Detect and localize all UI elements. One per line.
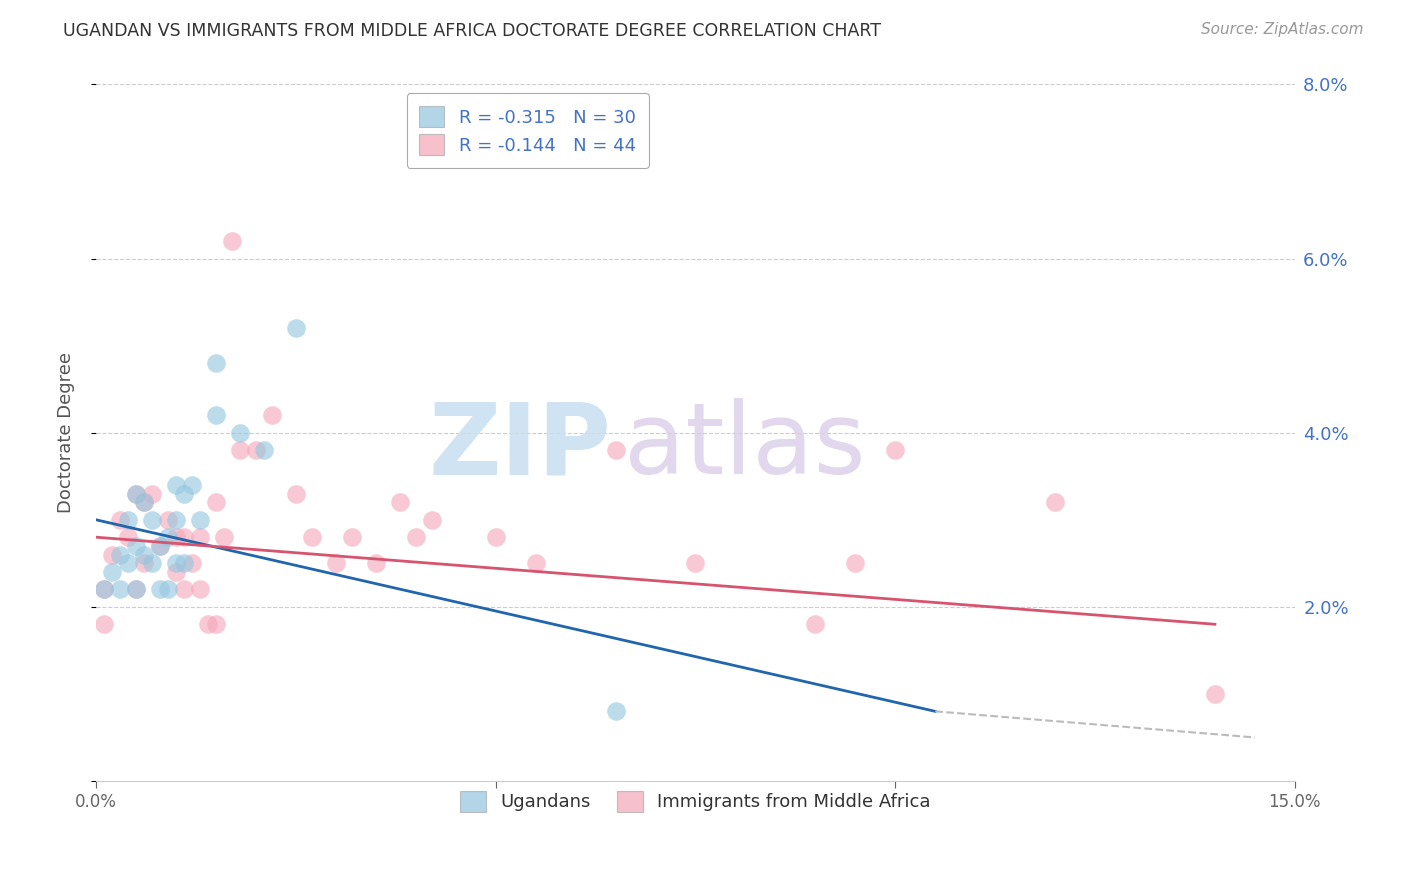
Text: UGANDAN VS IMMIGRANTS FROM MIDDLE AFRICA DOCTORATE DEGREE CORRELATION CHART: UGANDAN VS IMMIGRANTS FROM MIDDLE AFRICA…: [63, 22, 882, 40]
Point: [1043, 495, 1066, 509]
Point: [245, 443, 267, 458]
Point: [117, 513, 139, 527]
Point: [1204, 687, 1226, 701]
Text: Source: ZipAtlas.com: Source: ZipAtlas.com: [1201, 22, 1364, 37]
Y-axis label: Doctorate Degree: Doctorate Degree: [58, 352, 75, 513]
Point: [485, 530, 508, 544]
Point: [229, 425, 252, 440]
Point: [165, 565, 187, 579]
Point: [125, 582, 148, 597]
Point: [108, 548, 131, 562]
Point: [125, 486, 148, 500]
Point: [117, 557, 139, 571]
Point: [108, 582, 131, 597]
Point: [804, 617, 827, 632]
Point: [93, 582, 115, 597]
Point: [188, 530, 211, 544]
Point: [125, 582, 148, 597]
Point: [165, 530, 187, 544]
Point: [685, 557, 707, 571]
Point: [141, 557, 163, 571]
Point: [284, 486, 307, 500]
Point: [156, 513, 179, 527]
Point: [173, 582, 195, 597]
Point: [524, 557, 547, 571]
Point: [149, 539, 172, 553]
Point: [605, 443, 627, 458]
Point: [125, 539, 148, 553]
Point: [173, 557, 195, 571]
Point: [605, 704, 627, 718]
Point: [188, 513, 211, 527]
Point: [197, 617, 219, 632]
Point: [388, 495, 411, 509]
Point: [108, 513, 131, 527]
Point: [149, 582, 172, 597]
Point: [132, 495, 155, 509]
Point: [364, 557, 387, 571]
Point: [260, 409, 283, 423]
Legend: Ugandans, Immigrants from Middle Africa: Ugandans, Immigrants from Middle Africa: [447, 778, 943, 824]
Point: [205, 617, 228, 632]
Point: [253, 443, 276, 458]
Point: [173, 530, 195, 544]
Point: [132, 495, 155, 509]
Point: [301, 530, 323, 544]
Point: [340, 530, 363, 544]
Point: [156, 582, 179, 597]
Point: [205, 495, 228, 509]
Point: [212, 530, 235, 544]
Point: [844, 557, 866, 571]
Point: [173, 486, 195, 500]
Point: [156, 530, 179, 544]
Point: [325, 557, 347, 571]
Point: [93, 617, 115, 632]
Point: [181, 478, 204, 492]
Point: [117, 530, 139, 544]
Point: [149, 539, 172, 553]
Point: [125, 486, 148, 500]
Point: [205, 409, 228, 423]
Point: [101, 565, 124, 579]
Point: [165, 478, 187, 492]
Point: [101, 548, 124, 562]
Point: [93, 582, 115, 597]
Point: [132, 548, 155, 562]
Point: [884, 443, 907, 458]
Point: [132, 557, 155, 571]
Point: [229, 443, 252, 458]
Text: atlas: atlas: [623, 398, 865, 495]
Point: [141, 513, 163, 527]
Point: [165, 513, 187, 527]
Point: [141, 486, 163, 500]
Point: [284, 321, 307, 335]
Point: [165, 557, 187, 571]
Point: [188, 582, 211, 597]
Point: [420, 513, 443, 527]
Point: [405, 530, 427, 544]
Text: ZIP: ZIP: [429, 398, 612, 495]
Point: [181, 557, 204, 571]
Point: [221, 234, 243, 248]
Point: [205, 356, 228, 370]
